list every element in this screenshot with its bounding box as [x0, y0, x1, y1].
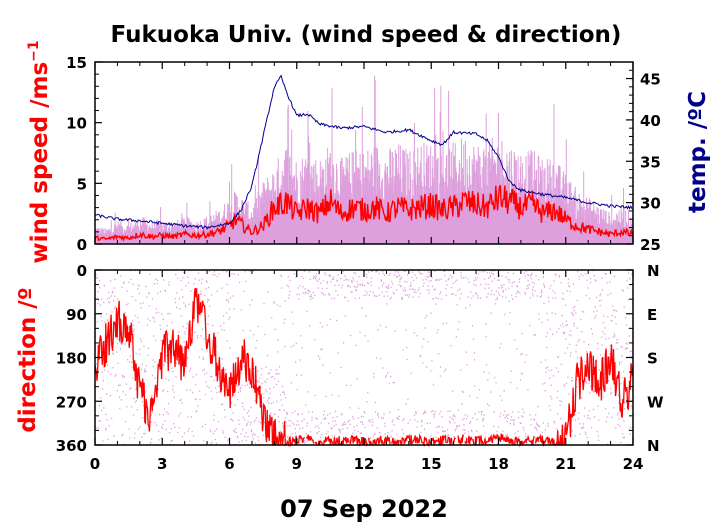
compass-tick-label: S: [647, 350, 658, 368]
wind-speed-panel: 0 5 10 15 25 30 35 40 45: [66, 54, 661, 254]
direction-axes: 0 3 6 9 12 15 18 21 24 0 N 90 E 180 S 270 W 360 N: [56, 262, 664, 473]
direction-tick-label: 0: [77, 262, 87, 280]
wind-mean-series: [94, 185, 634, 242]
x-tick-label: 18: [488, 455, 509, 473]
y-tick-label: 10: [66, 115, 87, 133]
y-tick-label: 15: [66, 54, 87, 72]
y2-tick-label: 25: [640, 236, 661, 254]
compass-tick-label: N: [647, 262, 660, 280]
y-tick-label: 0: [77, 236, 87, 254]
mean-direction-line: [94, 288, 633, 448]
temp-line: [94, 74, 633, 230]
x-tick-label: 3: [157, 455, 167, 473]
direction-tick-label: 180: [56, 350, 87, 368]
wind-speed-axes: 0 5 10 15 25 30 35 40 45: [66, 54, 661, 254]
y-axis-label-direction: direction /º: [15, 287, 41, 432]
y2-tick-label: 40: [640, 112, 661, 130]
y2-axis-label-temp: temp. /ºC: [685, 91, 711, 213]
y2-tick-label: 45: [640, 71, 661, 89]
direction-tick-label: 360: [56, 437, 87, 455]
y2-tick-label: 35: [640, 153, 661, 171]
x-tick-label: 0: [90, 455, 100, 473]
y-tick-label: 5: [77, 175, 87, 193]
y-axis-label-wind-speed: wind speed /ms−1: [26, 40, 53, 263]
compass-tick-label: W: [647, 393, 664, 411]
direction-tick-label: 90: [66, 306, 87, 324]
x-tick-label: 21: [555, 455, 576, 473]
x-axis-label: 07 Sep 2022: [280, 495, 448, 523]
y2-tick-label: 30: [640, 195, 661, 213]
x-tick-label: 24: [623, 455, 644, 473]
compass-tick-label: E: [647, 306, 657, 324]
temp-series: [94, 74, 633, 230]
x-tick-label: 9: [292, 455, 302, 473]
wind-mean-line: [94, 185, 634, 242]
direction-panel: 0 3 6 9 12 15 18 21 24 0 N 90 E 180 S 270 W 360 N: [56, 262, 664, 473]
chart-title: Fukuoka Univ. (wind speed & direction): [111, 22, 622, 48]
compass-tick-label: N: [647, 437, 660, 455]
direction-tick-label: 270: [56, 393, 87, 411]
x-tick-label: 12: [354, 455, 375, 473]
x-tick-label: 15: [421, 455, 442, 473]
mean-direction-series: [94, 288, 633, 448]
x-tick-label: 6: [224, 455, 234, 473]
